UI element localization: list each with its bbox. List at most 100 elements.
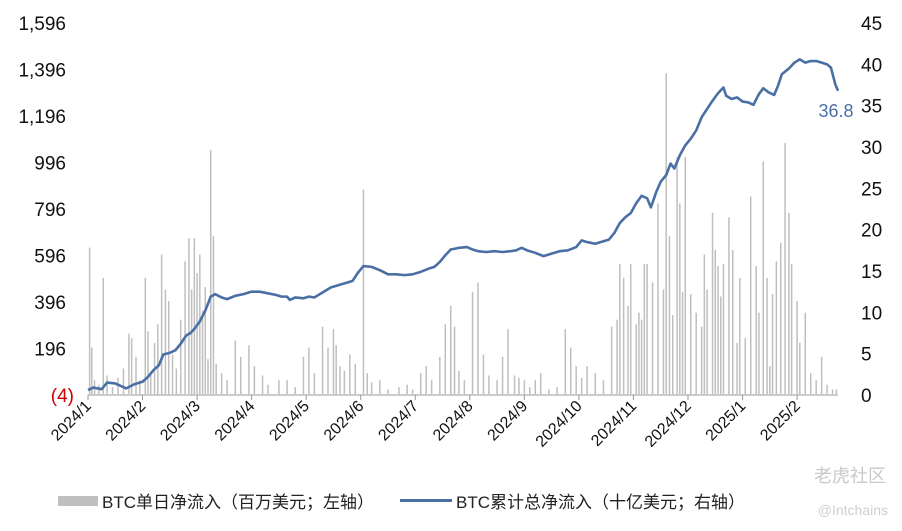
daily-inflow-bar-116 — [681, 291, 684, 395]
daily-inflow-bar-115 — [679, 203, 681, 395]
daily-inflow-bar-38 — [234, 340, 237, 395]
x-tick-label-6: 2024/7 — [375, 398, 422, 445]
daily-inflow-bar-81 — [507, 328, 509, 395]
daily-inflow-bar-34 — [212, 235, 215, 395]
daily-inflow-bar-47 — [302, 356, 305, 395]
legend-line-swatch — [400, 499, 452, 502]
right-tick-label-0: 45 — [861, 14, 882, 35]
daily-inflow-bar-62 — [387, 389, 389, 395]
daily-inflow-bar-19 — [164, 289, 167, 395]
daily-inflow-bar-145 — [796, 301, 798, 395]
left-tick-label-8: (4) — [51, 386, 74, 407]
daily-inflow-bar-113 — [671, 315, 674, 395]
right-tick-label-6: 15 — [861, 262, 882, 283]
daily-inflow-bar-0 — [88, 247, 91, 395]
left-tick-label-7: 196 — [34, 340, 66, 361]
daily-inflow-bar-97 — [610, 326, 613, 395]
daily-inflow-bar-135 — [758, 312, 760, 395]
daily-inflow-bar-91 — [569, 347, 572, 395]
daily-inflow-bar-76 — [477, 282, 479, 395]
x-tick-label-12: 2025/1 — [703, 398, 750, 445]
daily-inflow-bar-101 — [627, 305, 629, 395]
daily-inflow-bar-30 — [201, 310, 204, 395]
daily-inflow-bar-120 — [700, 326, 703, 395]
daily-inflow-bar-125 — [717, 266, 719, 395]
daily-inflow-bar-143 — [788, 212, 790, 395]
left-tick-label-1: 1,396 — [18, 61, 66, 82]
daily-inflow-bar-94 — [586, 366, 588, 395]
legend-item-daily: BTC单日净流入（百万美元；左轴） — [58, 488, 374, 513]
daily-inflow-bar-55 — [343, 370, 346, 395]
x-tick-label-5: 2024/6 — [321, 398, 368, 445]
daily-inflow-bar-139 — [771, 294, 774, 395]
daily-inflow-bar-107 — [646, 263, 648, 395]
daily-inflow-bar-92 — [575, 366, 577, 395]
daily-inflow-bar-6 — [111, 387, 114, 395]
daily-inflow-bar-98 — [616, 319, 618, 395]
daily-inflow-bar-73 — [458, 370, 460, 395]
left-tick-label-3: 996 — [34, 154, 66, 175]
daily-inflow-bar-12 — [139, 380, 141, 395]
daily-inflow-bar-39 — [239, 356, 242, 395]
daily-inflow-bar-29 — [199, 254, 201, 395]
daily-inflow-bar-28 — [196, 273, 198, 395]
right-tick-label-7: 10 — [861, 303, 882, 324]
daily-inflow-bar-63 — [398, 387, 400, 395]
daily-inflow-bar-110 — [662, 289, 665, 395]
daily-inflow-bar-147 — [804, 312, 807, 395]
daily-inflow-bar-122 — [706, 289, 708, 395]
left-tick-label-6: 396 — [34, 293, 66, 314]
legend-bar-label: BTC单日净流入（百万美元；左轴） — [102, 493, 374, 512]
daily-inflow-bar-109 — [657, 203, 659, 395]
daily-inflow-bar-95 — [594, 373, 597, 395]
daily-inflow-bar-48 — [308, 347, 310, 395]
right-tick-label-8: 5 — [861, 345, 872, 366]
x-tick-label-3: 2024/4 — [212, 398, 259, 445]
daily-inflow-bar-27 — [193, 238, 196, 395]
daily-inflow-bar-82 — [513, 375, 516, 395]
daily-inflow-bar-119 — [695, 312, 697, 395]
daily-inflow-bar-148 — [809, 373, 812, 395]
daily-inflow-bar-114 — [676, 156, 678, 395]
watermark-handle: @Intchains — [817, 502, 888, 518]
daily-inflow-bar-26 — [190, 289, 193, 395]
daily-inflow-bar-140 — [775, 261, 778, 395]
daily-inflow-bar-129 — [731, 249, 734, 395]
x-tick-label-11: 2024/12 — [642, 398, 695, 451]
daily-inflow-bar-43 — [267, 384, 269, 395]
daily-inflow-bar-89 — [556, 387, 558, 395]
legend-bar-swatch — [58, 495, 98, 506]
daily-inflow-bar-137 — [766, 277, 768, 395]
daily-inflow-bar-20 — [167, 301, 170, 395]
right-tick-label-3: 30 — [861, 138, 882, 159]
daily-inflow-bar-149 — [815, 380, 817, 395]
daily-inflow-bar-22 — [175, 368, 178, 395]
right-tick-label-4: 25 — [861, 179, 882, 200]
daily-inflow-bar-41 — [253, 366, 256, 395]
daily-inflow-bar-57 — [354, 363, 357, 395]
daily-inflow-bar-84 — [523, 380, 526, 395]
daily-inflow-bar-40 — [248, 345, 250, 395]
daily-inflow-bar-21 — [171, 354, 174, 395]
daily-inflow-bar-106 — [643, 263, 646, 395]
daily-inflow-bar-153 — [835, 389, 838, 395]
daily-inflow-bar-127 — [722, 263, 725, 395]
daily-inflow-bar-111 — [665, 73, 667, 395]
daily-inflow-bar-133 — [749, 196, 752, 395]
daily-inflow-bar-80 — [501, 356, 504, 395]
daily-inflow-bar-23 — [179, 319, 182, 395]
daily-inflow-bars — [88, 73, 838, 395]
daily-inflow-bar-54 — [339, 366, 341, 395]
daily-inflow-bar-18 — [160, 254, 163, 395]
daily-inflow-bar-90 — [564, 328, 567, 395]
daily-inflow-bar-15 — [149, 373, 152, 395]
daily-inflow-bar-37 — [226, 380, 228, 395]
daily-inflow-bar-132 — [744, 338, 747, 395]
daily-inflow-bar-77 — [482, 354, 485, 395]
daily-inflow-bar-121 — [703, 254, 706, 395]
daily-inflow-bar-128 — [728, 217, 730, 395]
daily-inflow-bar-88 — [548, 389, 550, 395]
daily-inflow-bar-71 — [449, 305, 452, 395]
daily-inflow-bar-130 — [736, 342, 738, 395]
daily-inflow-bar-144 — [790, 263, 793, 395]
